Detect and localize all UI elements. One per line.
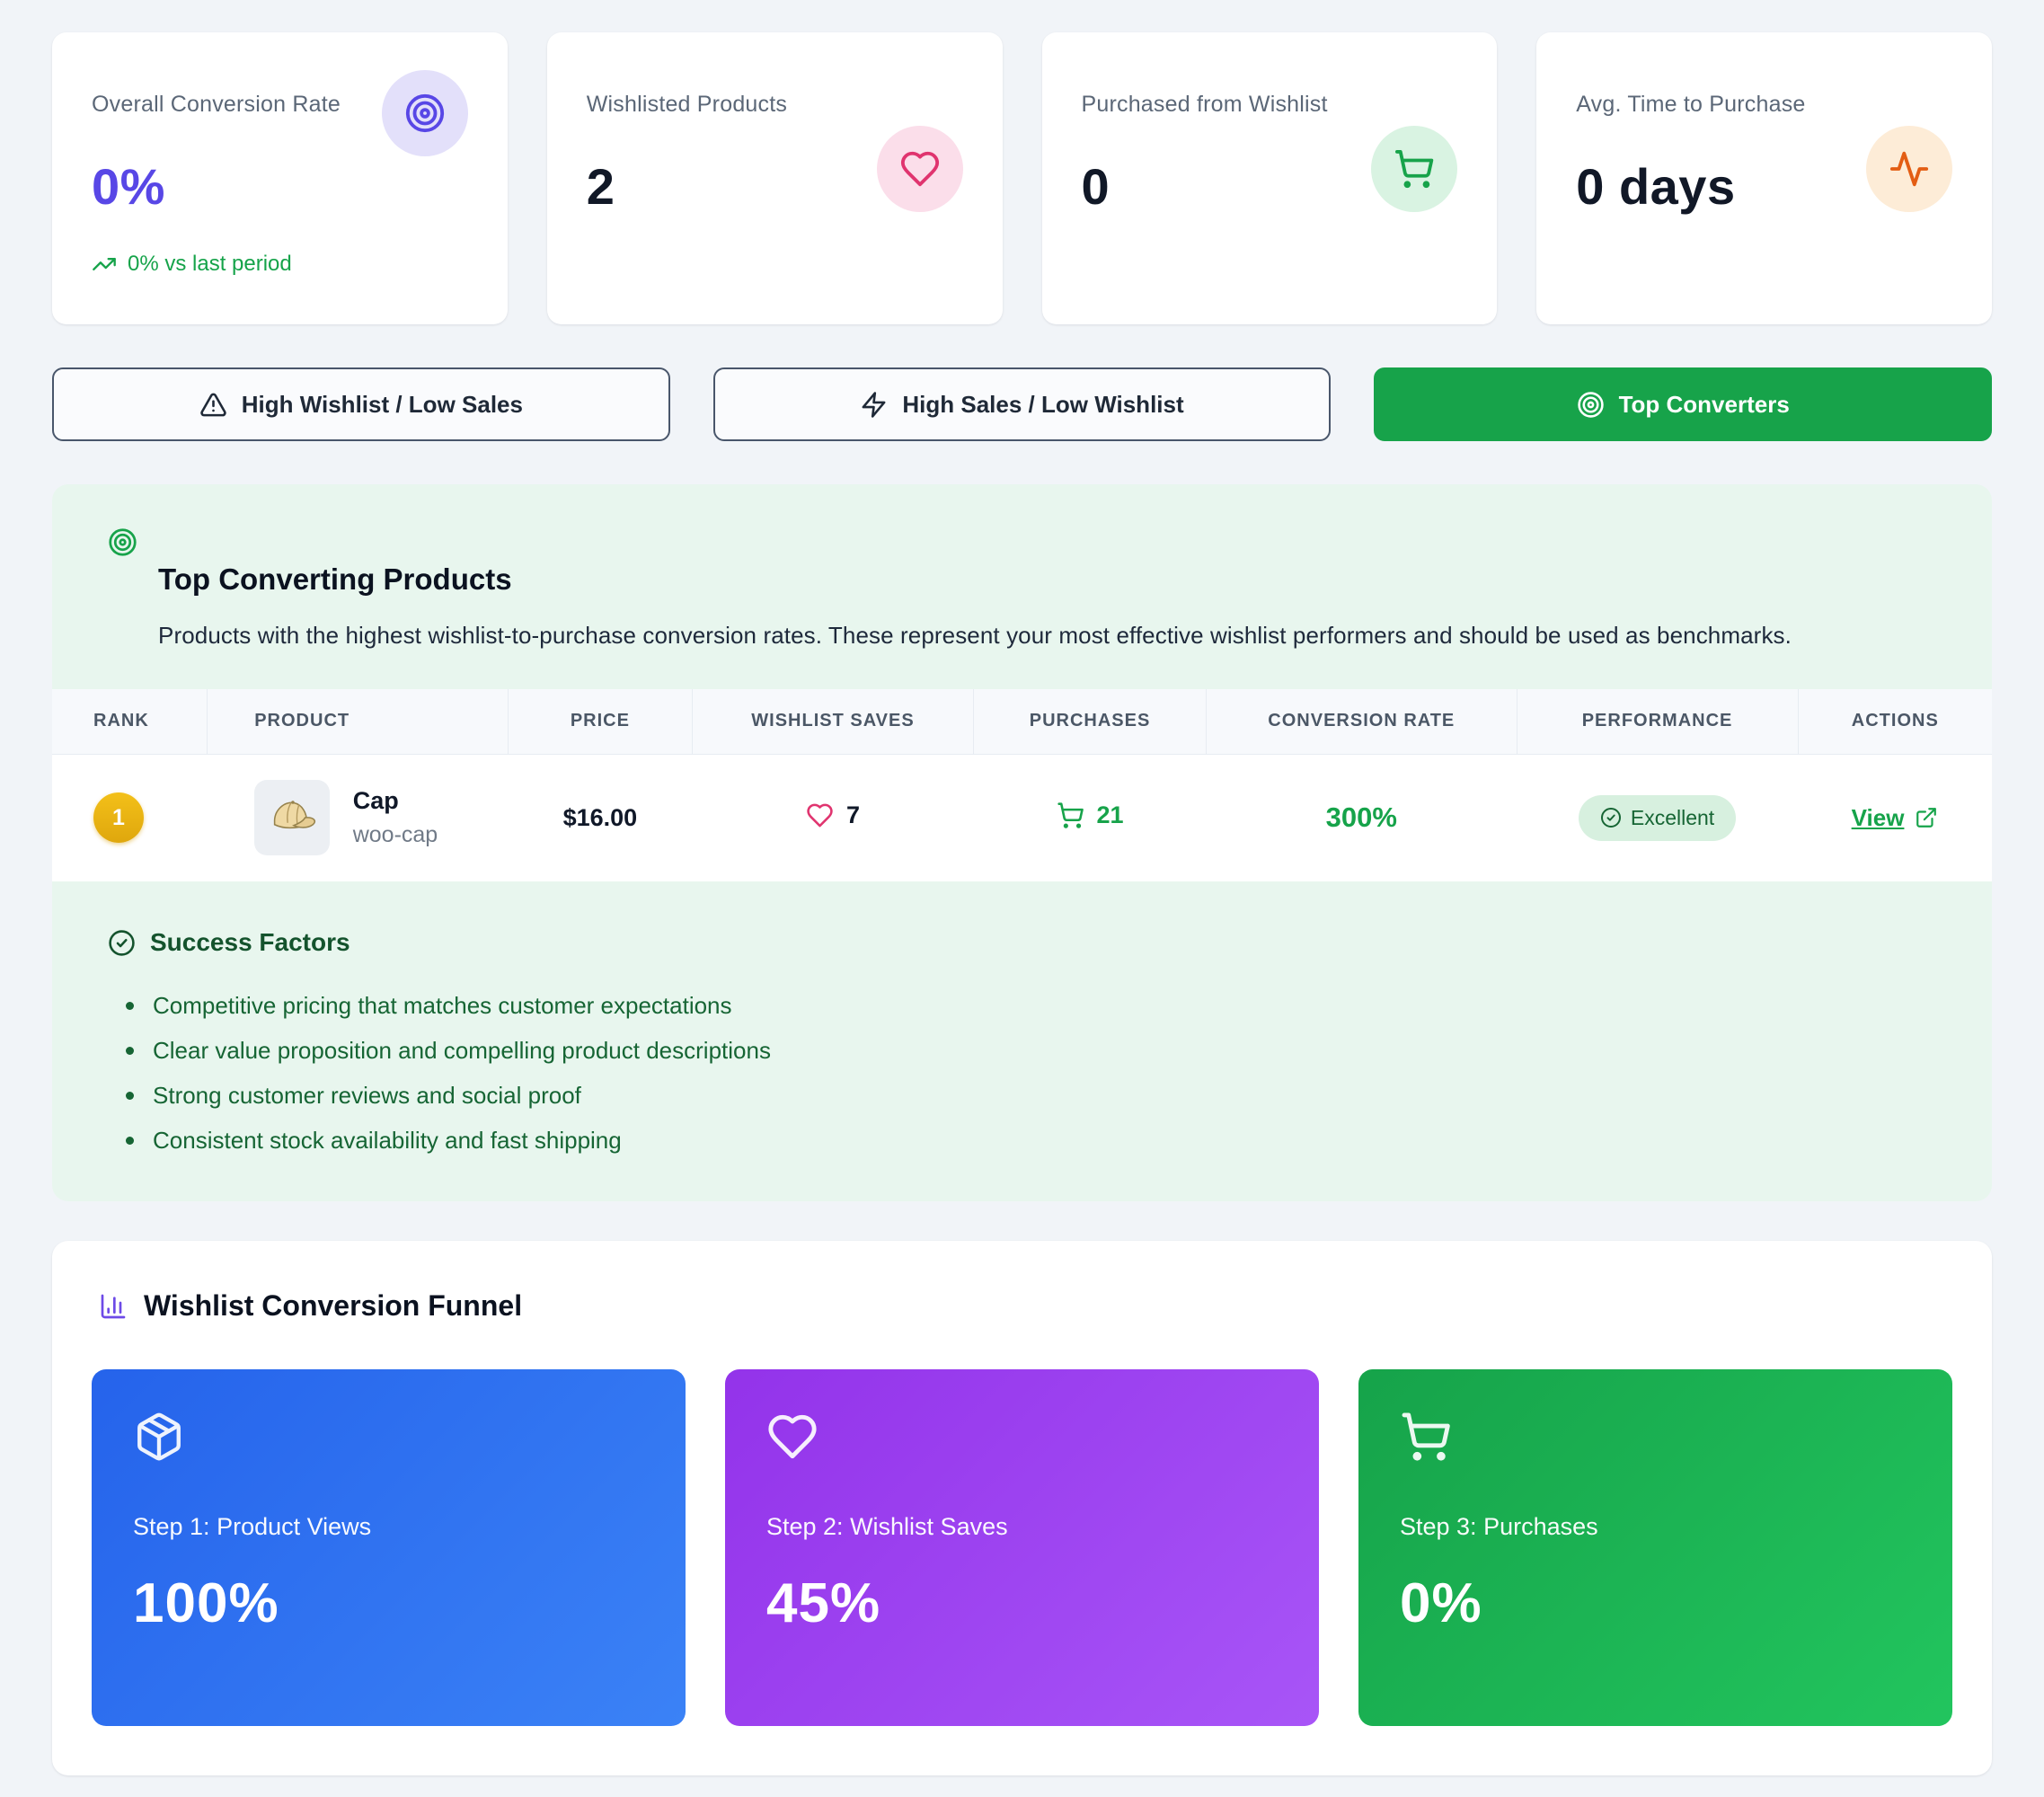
stat-card-wishlisted-products: Wishlisted Products 2 bbox=[546, 32, 1003, 324]
view-product-link[interactable]: View bbox=[1852, 804, 1939, 832]
col-rank: Rank bbox=[52, 689, 208, 755]
list-item: Clear value proposition and compelling p… bbox=[122, 1037, 1936, 1065]
list-item: Consistent stock availability and fast s… bbox=[122, 1127, 1936, 1155]
alert-triangle-icon bbox=[199, 391, 227, 419]
trending-up-icon bbox=[92, 252, 117, 277]
funnel-step-product-views: Step 1: Product Views 100% bbox=[92, 1369, 686, 1726]
tab-high-wishlist-low-sales[interactable]: High Wishlist / Low Sales bbox=[52, 367, 670, 441]
step-label: Step 1: Product Views bbox=[133, 1513, 372, 1540]
product-cell: Cap woo-cap bbox=[207, 754, 509, 881]
performance-badge: Excellent bbox=[1578, 794, 1737, 841]
stat-value: 0 days bbox=[1576, 158, 1736, 215]
tab-label: High Wishlist / Low Sales bbox=[241, 390, 523, 418]
top-converting-products-section: Top Converting Products Products with th… bbox=[52, 484, 1992, 1201]
table-header-row: Rank Product Price Wishlist Saves Purcha… bbox=[52, 689, 1992, 755]
purchases-cell: 21 bbox=[973, 754, 1207, 881]
stat-value: 0% bbox=[92, 158, 165, 215]
package-icon bbox=[133, 1411, 644, 1463]
cap-illustration bbox=[273, 800, 315, 829]
performance-label: Excellent bbox=[1630, 805, 1715, 829]
rank-cell: 1 bbox=[52, 754, 208, 881]
stat-label: Wishlisted Products bbox=[586, 92, 788, 117]
stat-card-avg-time-to-purchase: Avg. Time to Purchase 0 days bbox=[1536, 32, 1992, 324]
success-factors: Success Factors Competitive pricing that… bbox=[52, 881, 1992, 1155]
stat-trend: 0% vs last period bbox=[92, 252, 468, 277]
col-price: Price bbox=[507, 689, 693, 755]
funnel-step-wishlist-saves: Step 2: Wishlist Saves 45% bbox=[725, 1369, 1319, 1726]
top-converting-table: Rank Product Price Wishlist Saves Purcha… bbox=[52, 689, 1992, 881]
product-name: Cap bbox=[352, 787, 399, 815]
stat-card-purchased-from-wishlist: Purchased from Wishlist 0 bbox=[1041, 32, 1498, 324]
cart-icon bbox=[1057, 801, 1084, 829]
rank-badge: 1 bbox=[93, 792, 144, 844]
bar-chart-icon bbox=[101, 1294, 126, 1318]
cart-icon bbox=[1400, 1411, 1911, 1463]
target-icon bbox=[381, 70, 468, 156]
stat-value: 0 bbox=[1081, 158, 1110, 215]
col-purchases: Purchases bbox=[972, 689, 1208, 755]
step-value: 0% bbox=[1400, 1572, 1482, 1634]
actions-cell: View bbox=[1798, 754, 1992, 881]
target-icon bbox=[1577, 391, 1605, 419]
product-image bbox=[253, 780, 330, 856]
product-slug: woo-cap bbox=[352, 822, 438, 848]
tab-high-sales-low-wishlist[interactable]: High Sales / Low Wishlist bbox=[712, 367, 1332, 441]
wishlist-conversion-funnel-section: Wishlist Conversion Funnel Step 1: Produ… bbox=[52, 1241, 1992, 1775]
tab-label: Top Converters bbox=[1618, 390, 1790, 418]
tab-top-converters[interactable]: Top Converters bbox=[1374, 367, 1993, 441]
list-item: Competitive pricing that matches custome… bbox=[122, 992, 1936, 1020]
purchases-count: 21 bbox=[1096, 801, 1124, 829]
stat-card-conversion-rate: Overall Conversion Rate 0% 0% vs last pe… bbox=[52, 32, 508, 324]
check-circle-icon bbox=[108, 929, 136, 957]
col-performance: Performance bbox=[1516, 689, 1799, 755]
stat-label: Overall Conversion Rate bbox=[92, 92, 341, 117]
cart-icon bbox=[1371, 126, 1458, 212]
wishlist-saves-cell: 7 bbox=[692, 754, 974, 881]
col-conversion-rate: Conversion Rate bbox=[1206, 689, 1518, 755]
view-link-label: View bbox=[1851, 803, 1905, 831]
heart-icon bbox=[876, 126, 963, 212]
wishlist-saves-count: 7 bbox=[845, 801, 860, 829]
price-cell: $16.00 bbox=[508, 754, 693, 881]
step-value: 100% bbox=[133, 1572, 279, 1634]
success-factors-title: Success Factors bbox=[150, 928, 350, 956]
step-label: Step 3: Purchases bbox=[1400, 1513, 1598, 1540]
check-circle-icon bbox=[1600, 808, 1621, 828]
step-value: 45% bbox=[766, 1572, 881, 1634]
stats-row: Overall Conversion Rate 0% 0% vs last pe… bbox=[52, 32, 1992, 324]
funnel-steps: Step 1: Product Views 100% Step 2: Wishl… bbox=[92, 1369, 1952, 1726]
success-factors-list: Competitive pricing that matches custome… bbox=[122, 992, 1936, 1155]
funnel-step-purchases: Step 3: Purchases 0% bbox=[1358, 1369, 1952, 1726]
stat-label: Purchased from Wishlist bbox=[1081, 92, 1328, 117]
section-header: Top Converting Products Products with th… bbox=[52, 527, 1992, 650]
funnel-title: Wishlist Conversion Funnel bbox=[144, 1289, 523, 1322]
activity-icon bbox=[1866, 126, 1952, 212]
col-actions: Actions bbox=[1797, 689, 1992, 755]
step-label: Step 2: Wishlist Saves bbox=[766, 1513, 1008, 1540]
external-link-icon bbox=[1916, 808, 1937, 828]
list-item: Strong customer reviews and social proof bbox=[122, 1082, 1936, 1110]
section-title: Top Converting Products bbox=[158, 562, 512, 596]
performance-cell: Excellent bbox=[1517, 754, 1799, 881]
stat-trend-label: 0% vs last period bbox=[128, 252, 292, 276]
stat-label: Avg. Time to Purchase bbox=[1576, 92, 1806, 117]
heart-icon bbox=[806, 801, 834, 829]
zap-icon bbox=[860, 391, 888, 419]
stat-value: 2 bbox=[586, 158, 615, 215]
target-icon bbox=[108, 527, 1936, 557]
conversion-rate-cell: 300% bbox=[1206, 754, 1518, 881]
table-row: 1 Cap woo-cap $16.00 bbox=[52, 754, 1992, 881]
section-description: Products with the highest wishlist-to-pu… bbox=[158, 622, 1792, 649]
col-wishlist-saves: Wishlist Saves bbox=[691, 689, 975, 755]
col-product: Product bbox=[207, 689, 509, 755]
filter-tabs: High Wishlist / Low Sales High Sales / L… bbox=[52, 367, 1993, 441]
tab-label: High Sales / Low Wishlist bbox=[902, 390, 1184, 418]
heart-icon bbox=[766, 1411, 1278, 1463]
